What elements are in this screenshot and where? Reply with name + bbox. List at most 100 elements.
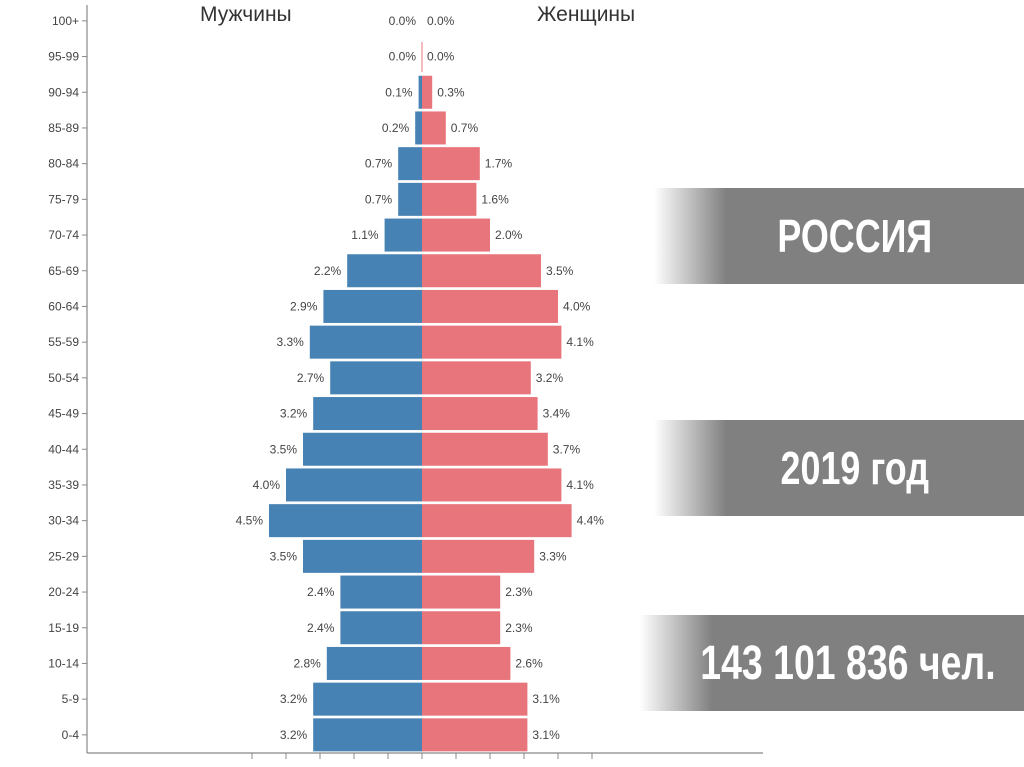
population-banner: 143 101 836 чел. [640,615,1024,711]
men-value-label: 0.0% [389,14,417,28]
men-value-label: 1.1% [351,228,379,242]
age-group-label: 0-4 [62,728,80,742]
women-value-label: 3.4% [543,407,571,421]
women-bar [422,718,528,752]
men-value-label: 3.3% [276,335,304,349]
women-bar [422,254,541,288]
age-group-label: 65-69 [48,264,79,278]
population-label: 143 101 836 чел. [699,636,996,690]
men-value-label: 2.4% [307,585,335,599]
age-group-label: 75-79 [48,192,79,206]
men-value-label: 3.5% [270,549,298,563]
men-bar [313,397,422,431]
age-group-label: 10-14 [48,656,79,670]
women-bar [422,539,535,573]
age-group-label: 20-24 [48,585,79,599]
women-bar [422,218,490,252]
age-group-label: 80-84 [48,157,79,171]
men-bar [303,432,422,466]
men-value-label: 2.7% [297,371,325,385]
men-value-label: 3.5% [270,442,298,456]
age-group-label: 90-94 [48,85,79,99]
women-bar [422,147,480,181]
age-group-label: 40-44 [48,442,79,456]
women-value-label: 3.1% [532,692,560,706]
age-group-label: 5-9 [62,692,80,706]
men-bar [418,75,422,109]
women-bar [422,289,558,323]
men-value-label: 0.0% [389,50,417,64]
men-value-label: 0.2% [382,121,410,135]
women-value-label: 4.1% [566,478,594,492]
age-group-label: 45-49 [48,407,79,421]
women-value-label: 2.0% [495,228,523,242]
age-group-label: 100+ [52,14,79,28]
men-bar [398,182,422,216]
men-value-label: 0.7% [365,157,393,171]
men-value-label: 0.1% [385,85,413,99]
women-bar [422,646,511,680]
women-bar [422,325,562,359]
women-bar [422,682,528,716]
men-bar [309,325,422,359]
women-value-label: 4.4% [577,514,605,528]
men-header: Мужчины [200,3,292,26]
age-group-label: 35-39 [48,478,79,492]
men-bar [340,611,422,645]
men-value-label: 4.5% [236,514,264,528]
men-bar [286,468,422,502]
men-value-label: 3.2% [280,692,308,706]
women-value-label: 1.7% [485,157,513,171]
women-value-label: 2.3% [505,585,533,599]
country-label: РОССИЯ [777,210,932,262]
age-group-label: 95-99 [48,50,79,64]
women-value-label: 4.1% [566,335,594,349]
women-value-label: 3.2% [536,371,564,385]
men-bar [330,361,422,395]
men-value-label: 2.8% [293,656,321,670]
men-bar [384,218,422,252]
country-banner: РОССИЯ [654,188,1024,284]
men-value-label: 0.7% [365,192,393,206]
year-label: 2019 год [780,442,929,494]
age-group-label: 25-29 [48,549,79,563]
men-value-label: 2.2% [314,264,342,278]
women-bar [422,361,531,395]
men-value-label: 2.9% [290,299,318,313]
age-group-label: 55-59 [48,335,79,349]
men-bar [340,575,422,609]
women-bar [422,432,548,466]
women-header: Женщины [537,3,636,26]
men-bar [415,111,422,145]
women-value-label: 3.7% [553,442,581,456]
age-group-label: 85-89 [48,121,79,135]
women-bar [422,575,501,609]
women-value-label: 0.0% [427,14,455,28]
age-group-label: 60-64 [48,299,79,313]
women-value-label: 3.3% [539,549,567,563]
men-bar [269,504,422,538]
year-banner: 2019 год [654,420,1024,516]
women-value-label: 0.0% [427,50,455,64]
women-bar [422,397,538,431]
women-value-label: 3.5% [546,264,574,278]
women-value-label: 4.0% [563,299,591,313]
men-bar [313,682,422,716]
men-bar [323,289,422,323]
men-bar [313,718,422,752]
women-value-label: 2.6% [515,656,543,670]
age-group-label: 70-74 [48,228,79,242]
women-value-label: 2.3% [505,621,533,635]
women-bar [422,468,562,502]
women-bar [422,75,433,109]
age-group-label: 15-19 [48,621,79,635]
women-bar [422,504,572,538]
women-bar [422,611,501,645]
women-bar [422,182,477,216]
men-value-label: 3.2% [280,728,308,742]
men-value-label: 4.0% [253,478,281,492]
men-value-label: 3.2% [280,407,308,421]
men-bar [347,254,422,288]
men-bar [303,539,422,573]
